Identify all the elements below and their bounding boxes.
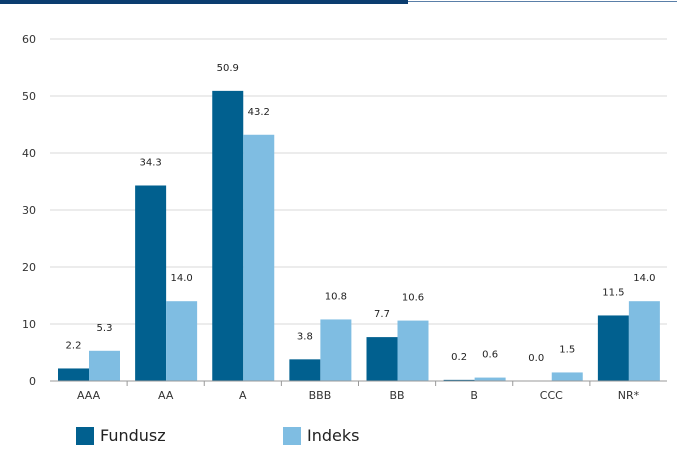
x-category-label: AA [158, 389, 174, 402]
legend-swatch-fundusz [76, 426, 94, 445]
bar-fundusz [366, 337, 398, 381]
y-tick-label: 20 [22, 261, 36, 274]
x-category-label: B [470, 389, 478, 402]
data-label: 0.0 [528, 353, 544, 364]
data-label: 5.3 [97, 323, 113, 334]
chart-legend: Fundusz Indeks [0, 426, 677, 450]
bar-indeks [243, 134, 275, 381]
data-label: 34.3 [139, 157, 161, 168]
bar-indeks [320, 319, 352, 381]
y-tick-label: 60 [22, 33, 36, 46]
bar-chart: 0 10 20 30 40 50 60 2.2 5.3 AAA 34.3 14.0 AA 50.9 43.2… [22, 33, 667, 402]
data-label: 14.0 [170, 273, 192, 284]
y-tick-label: 10 [22, 318, 36, 331]
bar-fundusz [443, 379, 475, 381]
data-label: 11.5 [602, 287, 624, 298]
data-label: 0.6 [482, 350, 498, 361]
y-tick-label: 30 [22, 204, 36, 217]
data-label: 50.9 [217, 63, 239, 74]
x-category-label: NR* [618, 389, 640, 402]
bar-indeks [474, 377, 506, 381]
data-label: 1.5 [559, 344, 575, 355]
bar-indeks [628, 301, 660, 381]
y-tick-label: 40 [22, 147, 36, 160]
bar-indeks [551, 372, 583, 381]
data-label: 10.6 [402, 293, 424, 304]
data-label: 2.2 [66, 340, 82, 351]
y-tick-label: 50 [22, 90, 36, 103]
bar-indeks [166, 301, 198, 381]
legend-label-fundusz: Fundusz [100, 426, 166, 445]
header-accent-thin [408, 1, 677, 2]
bar-fundusz [58, 368, 89, 381]
bar-indeks [397, 320, 429, 381]
bar-fundusz [597, 315, 629, 381]
bar-fundusz [289, 359, 321, 381]
data-label: 3.8 [297, 331, 313, 342]
data-label: 7.7 [374, 309, 390, 320]
data-label: 43.2 [248, 107, 270, 118]
legend-swatch-indeks [283, 426, 301, 445]
data-label: 10.8 [325, 291, 347, 302]
header-accent-bar [0, 0, 677, 6]
header-accent-thick [0, 0, 408, 4]
x-category-label: BB [390, 389, 405, 402]
x-category-label: AAA [77, 389, 101, 402]
legend-label-indeks: Indeks [307, 426, 360, 445]
bar-fundusz [212, 90, 244, 382]
x-category-label: BBB [309, 389, 332, 402]
x-category-label: CCC [540, 389, 563, 402]
bar-fundusz [135, 185, 167, 381]
x-category-label: A [239, 389, 247, 402]
legend-item-indeks: Indeks [283, 426, 359, 445]
legend-item-fundusz: Fundusz [76, 426, 166, 445]
bar-indeks [89, 350, 120, 381]
data-label: 0.2 [451, 352, 467, 363]
data-label: 14.0 [633, 273, 655, 284]
y-tick-label: 0 [29, 375, 36, 388]
